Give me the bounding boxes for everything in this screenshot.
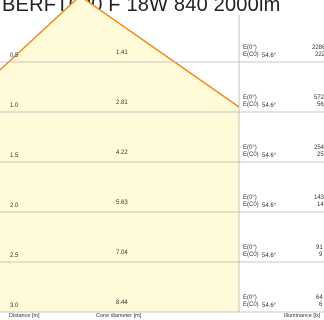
- e0-label: E(0°): [243, 245, 257, 251]
- cone-diameter-value: 2.81: [116, 100, 128, 106]
- cone-diameter-value: 4.22: [116, 150, 128, 156]
- cone-diameter-value: 8.44: [116, 300, 128, 306]
- beam-angle: 54.6°: [262, 103, 277, 109]
- illuminance-axis-label: Illuminance [lx]: [284, 313, 321, 319]
- e0-label: E(0°): [243, 195, 257, 201]
- illuminance-ec0: 6: [319, 302, 323, 308]
- illuminance-ec0: 9: [319, 252, 323, 258]
- distance-label: 2.0: [10, 203, 19, 209]
- illuminance-e0: 572: [314, 95, 324, 101]
- illuminance-e0: 2286: [312, 45, 324, 51]
- ec0-label: E(C0): [243, 152, 259, 158]
- beam-angle: 54.6°: [262, 203, 277, 209]
- illuminance-e0: 254: [314, 145, 324, 151]
- distance-label: 3.0: [10, 303, 19, 309]
- illuminance-e0: 143: [314, 195, 324, 201]
- distance-axis-label: Distance [m]: [9, 313, 40, 319]
- beam-angle: 54.6°: [262, 153, 277, 159]
- cone-diameter-axis-label: Cone diameter [m]: [96, 313, 142, 319]
- distance-label: 2.5: [10, 253, 19, 259]
- beam-angle: 54.6°: [262, 303, 277, 309]
- illuminance-e0: 91: [316, 245, 323, 251]
- cone-edge-left: [0, 0, 77, 71]
- e0-label: E(0°): [243, 145, 257, 151]
- distance-label: 1.5: [10, 153, 19, 159]
- e0-label: E(0°): [243, 95, 257, 101]
- illuminance-e0: 64: [316, 295, 323, 301]
- distance-label: 0.5: [10, 53, 19, 59]
- illuminance-ec0: 25: [317, 152, 324, 158]
- ec0-label: E(C0): [243, 302, 259, 308]
- distance-label: 1.0: [10, 103, 19, 109]
- illuminance-ec0: 56: [317, 102, 324, 108]
- light-cone-area: [0, 0, 239, 312]
- ec0-label: E(C0): [243, 102, 259, 108]
- illuminance-ec0: 14: [317, 202, 324, 208]
- ec0-label: E(C0): [243, 252, 259, 258]
- ec0-label: E(C0): [243, 202, 259, 208]
- cone-edge-right: [84, 0, 240, 108]
- ec0-label: E(C0): [243, 52, 259, 58]
- cone-diameter-value: 5.63: [116, 200, 128, 206]
- beam-angle: 54.6°: [262, 253, 277, 259]
- cone-diameter-value: 1.41: [116, 50, 128, 56]
- illuminance-ec0: 222: [315, 52, 324, 58]
- cone-diameter-value: 7.04: [116, 250, 128, 256]
- e0-label: E(0°): [243, 295, 257, 301]
- beam-angle: 54.6°: [262, 53, 277, 59]
- e0-label: E(0°): [243, 45, 257, 51]
